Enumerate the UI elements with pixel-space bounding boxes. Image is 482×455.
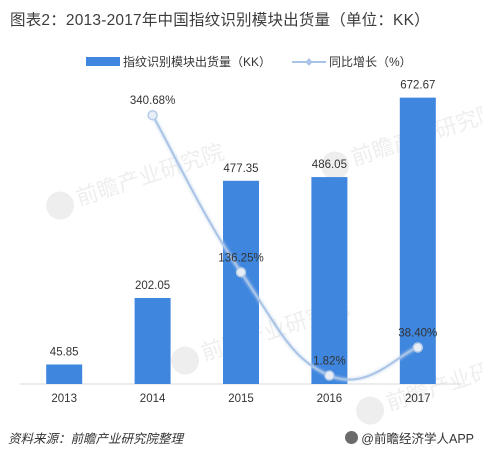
x-tick-2016: 2016 (317, 393, 343, 405)
brand-text: @前瞻经济学人APP (361, 432, 474, 446)
bar-label-2013: 45.85 (50, 346, 79, 358)
bar-label-2014: 202.05 (135, 280, 170, 292)
growth-line-series (147, 109, 424, 382)
legend: 指纹识别模块出货量（KK） 同比增长（%） (86, 54, 412, 69)
bar-2015 (223, 180, 259, 384)
x-tick-2014: 2014 (140, 393, 166, 405)
growth-value-labels: 340.68% 136.25% 1.82% 38.40% (130, 95, 437, 367)
bar-2014 (134, 297, 171, 384)
brand-credit: @前瞻经济学人APP (345, 428, 474, 447)
watermark-logo-icon (171, 346, 200, 375)
growth-label-2015: 136.25% (218, 252, 263, 264)
x-tick-2017: 2017 (405, 393, 431, 405)
source-note: 资料来源：前瞻产业研究院整理 (8, 432, 184, 446)
growth-label-2016: 1.82% (313, 356, 346, 368)
bar-value-labels: 45.85 202.05 477.35 486.05 672.67 (50, 80, 436, 359)
growth-point-2017 (412, 342, 424, 353)
x-axis-ticks: 2013 2014 2015 2016 2017 (51, 393, 430, 405)
bar-2017 (399, 97, 436, 385)
chart-title: 图表2：2013-2017年中国指纹识别模块出货量（单位：KK） (10, 12, 430, 29)
bar-label-2016: 486.05 (312, 159, 347, 171)
bar-series (46, 97, 436, 385)
bar-2016 (311, 177, 348, 384)
watermark-text: 前瞻产业研究院 (73, 140, 227, 211)
x-tick-2013: 2013 (51, 393, 77, 405)
legend-line-label: 同比增长（%） (329, 55, 412, 69)
brand-logo-icon (345, 431, 359, 444)
legend-bar-swatch (86, 57, 120, 66)
x-tick-2015: 2015 (228, 393, 254, 405)
watermark-logo-icon (46, 191, 75, 220)
bar-2013 (46, 364, 83, 384)
legend-bar-label: 指纹识别模块出货量（KK） (123, 54, 271, 69)
legend-line-marker (305, 58, 313, 66)
growth-point-2016 (324, 370, 335, 381)
growth-label-2014: 340.68% (130, 95, 175, 107)
watermark-logo-icon (356, 396, 385, 425)
bar-label-2015: 477.35 (223, 163, 258, 175)
watermark-logo-icon (321, 151, 350, 180)
growth-point-2015 (235, 267, 247, 278)
growth-point-2014 (147, 109, 158, 121)
growth-label-2017: 38.40% (398, 327, 437, 339)
growth-line (151, 114, 419, 381)
bar-label-2017: 672.67 (400, 80, 435, 92)
